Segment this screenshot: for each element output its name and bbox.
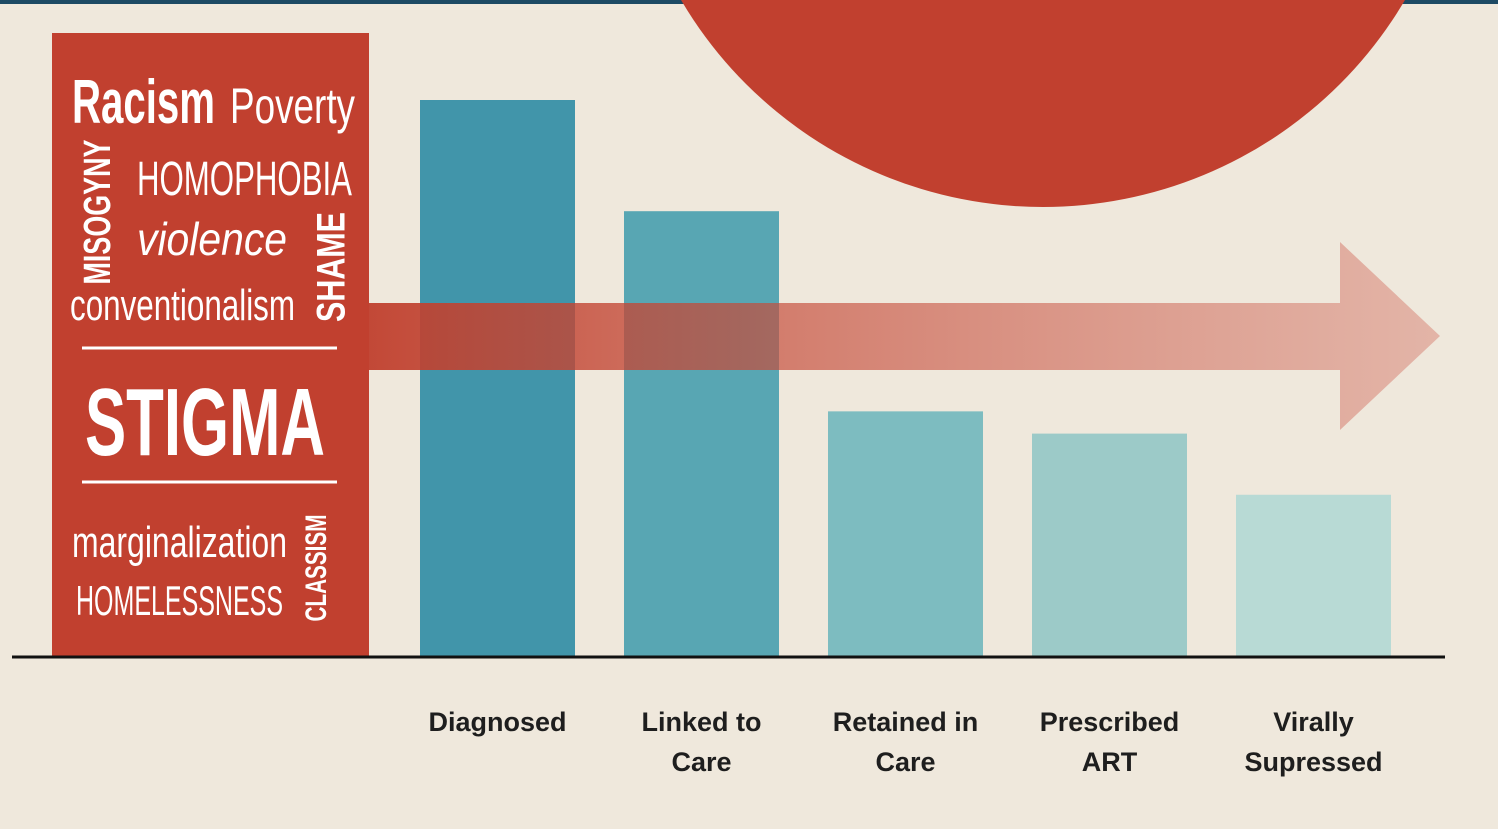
stigma-box	[52, 33, 369, 656]
word: violence	[137, 213, 287, 265]
word: Poverty	[230, 78, 355, 134]
bar	[1032, 433, 1187, 656]
stigma-words: Racism Poverty MISOGYNY HOMOPHOBIA viole…	[70, 68, 355, 624]
bar	[1236, 494, 1391, 656]
x-tick-label: Prescribed ART	[1039, 707, 1180, 777]
word: CLASSISM	[300, 515, 333, 622]
word: conventionalism	[70, 281, 295, 330]
word: SHAME	[310, 212, 354, 322]
x-tick-label: Linked to Care	[641, 707, 762, 777]
arrow	[369, 242, 1440, 430]
x-tick-label: Retained in Care	[832, 707, 979, 777]
x-tick-label: Virally Supressed	[1244, 707, 1383, 777]
word: STIGMA	[85, 369, 325, 476]
word: marginalization	[72, 518, 287, 567]
bar	[420, 100, 575, 656]
red-circle	[681, 0, 1405, 207]
bars	[420, 100, 1391, 656]
word: MISOGYNY	[77, 140, 119, 285]
word: HOMOPHOBIA	[137, 153, 352, 206]
bar	[624, 211, 779, 656]
x-tick-label: Diagnosed	[428, 707, 567, 737]
bar	[828, 411, 983, 656]
word: Racism	[72, 68, 215, 137]
word: HOMELESSNESS	[76, 577, 283, 624]
